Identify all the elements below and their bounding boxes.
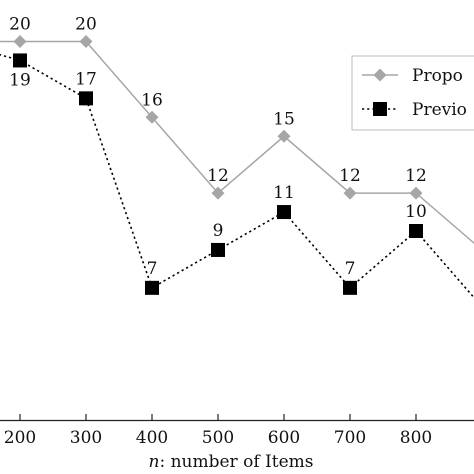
data-point-propo xyxy=(79,35,93,48)
series-group xyxy=(0,35,474,299)
data-point-previo xyxy=(145,280,159,295)
x-axis-title: n: number of Items xyxy=(149,452,314,472)
data-point-previo xyxy=(409,224,423,238)
data-label: 11 xyxy=(273,183,295,203)
x-tick-label: 800 xyxy=(400,428,432,448)
legend: Propo Previo xyxy=(351,55,474,131)
x-tick-label: 300 xyxy=(70,428,102,448)
data-label: 12 xyxy=(405,166,427,186)
data-labels: 20 20 16 12 15 12 12 19 17 7 9 11 7 10 xyxy=(9,15,427,279)
data-label: 7 xyxy=(345,259,356,279)
x-tick-label: 400 xyxy=(136,428,168,448)
data-point-previo xyxy=(79,91,93,106)
data-label: 19 xyxy=(9,70,31,90)
data-label: 7 xyxy=(147,259,158,279)
data-label: 12 xyxy=(207,166,229,186)
data-point-propo xyxy=(277,129,291,143)
data-point-propo xyxy=(211,186,225,200)
data-point-propo xyxy=(343,186,357,200)
data-point-propo xyxy=(13,35,27,48)
legend-marker-previo xyxy=(373,102,387,116)
data-label: 16 xyxy=(141,90,163,110)
legend-label-propo: Propo xyxy=(412,66,463,86)
data-label: 10 xyxy=(405,202,427,222)
data-point-previo xyxy=(277,205,291,220)
data-label: 20 xyxy=(75,15,97,35)
data-point-previo xyxy=(211,242,225,257)
data-label: 15 xyxy=(273,109,295,129)
data-label: 17 xyxy=(75,69,97,89)
data-point-previo xyxy=(343,280,357,295)
legend-label-previo: Previo xyxy=(412,100,467,120)
legend-marker-propo xyxy=(373,68,387,82)
data-point-propo xyxy=(145,110,159,124)
x-tick-label: 500 xyxy=(202,428,234,448)
data-label: 12 xyxy=(339,166,361,186)
x-axis-title-var: n xyxy=(149,452,160,472)
x-tick-label: 600 xyxy=(268,428,300,448)
x-axis: 2003004005006007008009 xyxy=(0,414,474,448)
data-label: 20 xyxy=(9,15,31,35)
x-axis-title-text: : number of Items xyxy=(159,452,313,472)
data-label: 9 xyxy=(213,221,224,241)
legend-box xyxy=(351,55,474,131)
data-point-previo xyxy=(13,53,27,68)
x-tick-label: 700 xyxy=(334,428,366,448)
data-point-propo xyxy=(409,186,423,200)
x-tick-label: 200 xyxy=(4,428,36,448)
